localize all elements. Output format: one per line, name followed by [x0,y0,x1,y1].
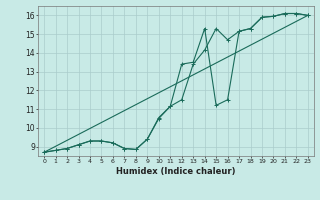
X-axis label: Humidex (Indice chaleur): Humidex (Indice chaleur) [116,167,236,176]
